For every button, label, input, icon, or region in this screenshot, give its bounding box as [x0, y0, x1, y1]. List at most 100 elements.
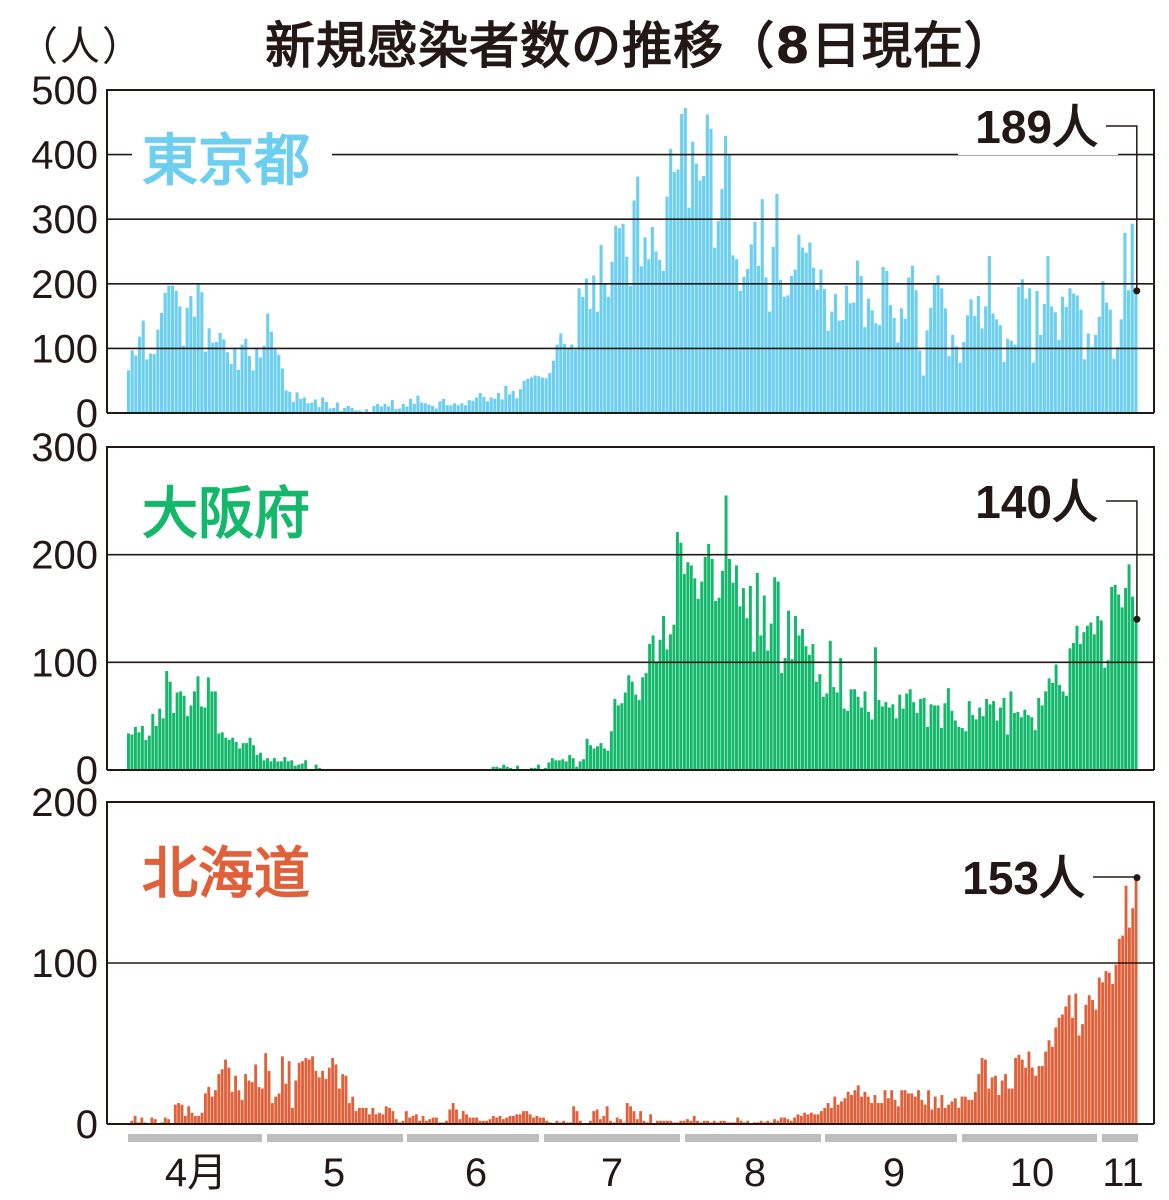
bar-hokkaido [183, 1115, 187, 1124]
annotation-label-tokyo: 189人 [975, 101, 1098, 153]
bar-hokkaido [943, 1107, 947, 1124]
bar-hokkaido [391, 1111, 395, 1124]
bar-tokyo [793, 269, 797, 413]
bar-osaka [550, 758, 554, 770]
bar-hokkaido [163, 1117, 167, 1124]
bar-hokkaido [1107, 972, 1111, 1124]
bar-hokkaido [491, 1115, 495, 1124]
bar-tokyo [291, 402, 295, 413]
bar-tokyo [376, 403, 380, 413]
bar-osaka [880, 706, 884, 770]
bar-tokyo [130, 350, 134, 413]
bar-osaka [835, 692, 839, 770]
bar-hokkaido [361, 1107, 365, 1124]
panel-title-tokyo: 東京都 [142, 129, 310, 194]
bar-tokyo [885, 270, 889, 413]
y-tick-label-hokkaido: 100 [31, 942, 98, 986]
bar-hokkaido [833, 1096, 837, 1124]
bar-hokkaido [1074, 993, 1078, 1124]
month-label: 4月 [165, 1151, 227, 1195]
bar-tokyo [855, 260, 860, 413]
bar-osaka [672, 624, 676, 770]
bar-tokyo [357, 410, 361, 413]
annotation-bg-hokkaido [945, 854, 1105, 906]
bar-hokkaido [987, 1088, 991, 1124]
bar-hokkaido [150, 1117, 154, 1124]
bar-tokyo [496, 392, 501, 413]
bar-osaka [891, 704, 895, 770]
bar-hokkaido [190, 1112, 194, 1124]
bar-hokkaido [264, 1053, 268, 1124]
bar-hokkaido [344, 1075, 348, 1124]
bar-hokkaido [525, 1111, 529, 1124]
bar-osaka [137, 732, 141, 770]
bar-hokkaido [736, 1117, 740, 1124]
bar-tokyo [310, 402, 314, 413]
bar-hokkaido [414, 1114, 418, 1124]
bar-hokkaido [364, 1107, 368, 1124]
bar-tokyo [877, 325, 882, 413]
bar-tokyo [277, 354, 281, 413]
bar-tokyo [218, 332, 222, 413]
bar-hokkaido [327, 1067, 331, 1124]
bar-tokyo [790, 276, 794, 413]
bar-osaka [919, 698, 923, 770]
bar-tokyo [625, 256, 629, 413]
annotation-dot-hokkaido [1133, 874, 1141, 882]
bar-tokyo [965, 315, 969, 413]
bar-osaka [557, 760, 561, 770]
bar-hokkaido [177, 1103, 181, 1124]
bar-osaka [1005, 734, 1009, 770]
annotation-dot-osaka [1133, 615, 1141, 623]
bar-osaka [1058, 684, 1062, 770]
bar-osaka [745, 618, 749, 770]
bar-hokkaido [1101, 982, 1105, 1124]
bar-osaka [828, 640, 832, 770]
bar-osaka [877, 700, 881, 770]
bar-hokkaido [1027, 1051, 1031, 1124]
bar-osaka [995, 720, 999, 770]
bar-hokkaido [712, 1120, 716, 1124]
bar-osaka [853, 689, 857, 770]
bar-hokkaido [997, 1095, 1001, 1124]
bar-osaka [279, 761, 283, 770]
bar-hokkaido [334, 1064, 338, 1124]
bar-osaka [867, 711, 870, 770]
bar-osaka [575, 766, 579, 770]
bar-osaka [203, 707, 207, 770]
bar-tokyo [229, 363, 233, 413]
bar-tokyo [394, 409, 398, 413]
bar-hokkaido [515, 1114, 519, 1124]
bar-tokyo [412, 403, 416, 413]
bar-tokyo [698, 180, 702, 413]
bar-hokkaido [1104, 971, 1108, 1124]
bar-osaka [946, 688, 950, 770]
bar-hokkaido [277, 1093, 281, 1124]
bar-osaka [213, 691, 217, 770]
bar-tokyo [485, 401, 490, 413]
bar-hokkaido [465, 1114, 468, 1124]
bar-hokkaido [796, 1114, 800, 1124]
bar-tokyo [694, 163, 698, 413]
bar-osaka [238, 748, 242, 770]
bar-tokyo [1031, 362, 1035, 413]
panel-title-bg-tokyo [132, 128, 332, 194]
bar-osaka [1054, 664, 1058, 770]
bar-tokyo [1013, 344, 1017, 413]
bar-tokyo [1017, 287, 1021, 413]
bar-osaka [769, 623, 773, 770]
bar-osaka [505, 766, 509, 770]
bar-osaka [682, 574, 686, 770]
bar-tokyo [1130, 223, 1134, 413]
bar-tokyo [654, 251, 658, 413]
bar-tokyo [372, 405, 376, 413]
bar-hokkaido [478, 1120, 482, 1124]
bar-osaka [630, 681, 634, 770]
bar-hokkaido [619, 1119, 622, 1124]
bar-hokkaido [856, 1085, 860, 1124]
bar-tokyo [951, 334, 955, 413]
bar-tokyo [606, 296, 610, 413]
bar-hokkaido [1077, 1035, 1081, 1124]
bar-hokkaido [806, 1114, 810, 1124]
bar-tokyo [427, 404, 431, 413]
